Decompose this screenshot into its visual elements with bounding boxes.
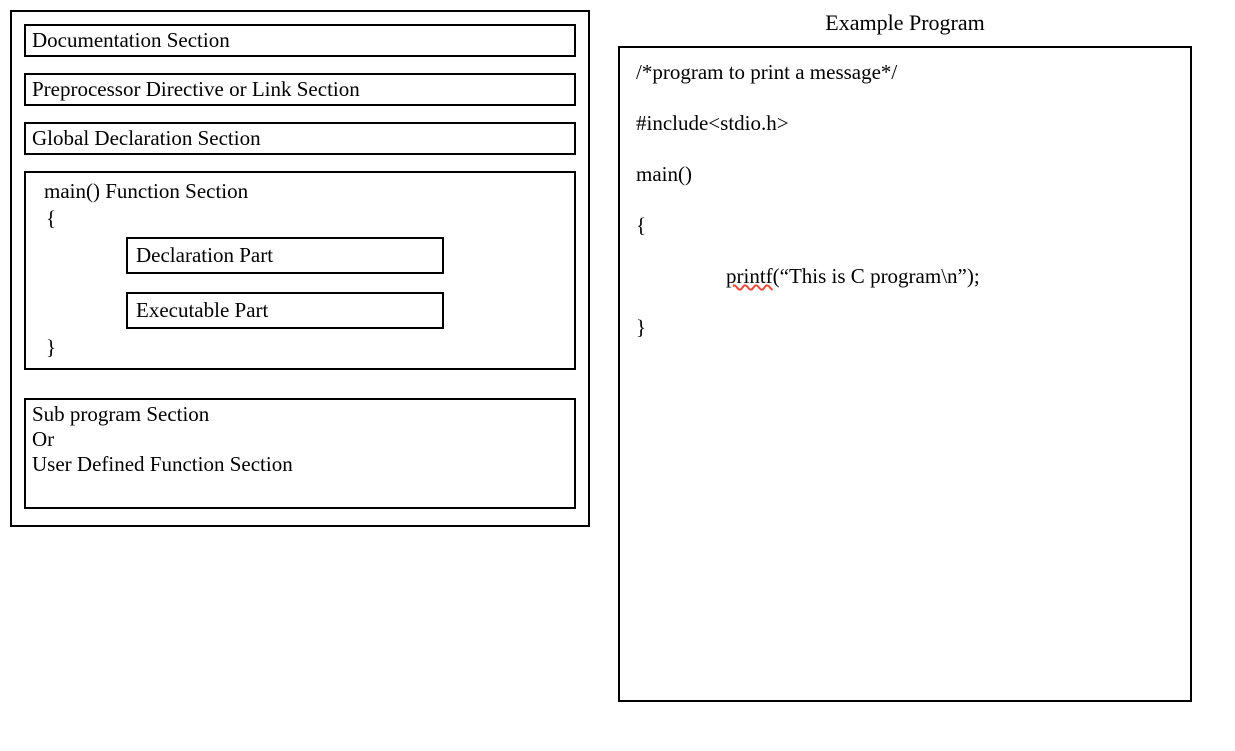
subprogram-section-box: Sub program Section Or User Defined Func… [24, 398, 576, 509]
main-function-box: main() Function Section { Declaration Pa… [24, 171, 576, 370]
code-printf-line: printf(“This is C program\n”); [636, 264, 1174, 289]
code-printf-fn: printf [726, 264, 773, 288]
diagram-container: Documentation Section Preprocessor Direc… [10, 10, 1225, 702]
example-wrap: Example Program /*program to print a mes… [618, 10, 1192, 702]
preprocessor-section-box: Preprocessor Directive or Link Section [24, 73, 576, 106]
example-panel: /*program to print a message*/ #include<… [618, 46, 1192, 702]
example-title: Example Program [618, 10, 1192, 36]
documentation-label: Documentation Section [32, 28, 230, 52]
global-section-box: Global Declaration Section [24, 122, 576, 155]
code-close-brace: } [636, 315, 1174, 340]
subprogram-line3: User Defined Function Section [32, 452, 568, 477]
preprocessor-label: Preprocessor Directive or Link Section [32, 77, 360, 101]
executable-part-label: Executable Part [136, 298, 268, 322]
declaration-part-label: Declaration Part [136, 243, 273, 267]
declaration-part-box: Declaration Part [126, 237, 444, 274]
code-printf-args: (“This is C program\n”); [773, 264, 980, 288]
structure-panel: Documentation Section Preprocessor Direc… [10, 10, 590, 527]
global-label: Global Declaration Section [32, 126, 261, 150]
subprogram-line1: Sub program Section [32, 402, 568, 427]
main-function-title: main() Function Section [36, 179, 564, 204]
open-brace: { [36, 206, 564, 231]
code-open-brace: { [636, 213, 1174, 238]
subprogram-line2: Or [32, 427, 568, 452]
close-brace: } [36, 335, 564, 360]
code-include: #include<stdio.h> [636, 111, 1174, 136]
executable-part-box: Executable Part [126, 292, 444, 329]
code-comment: /*program to print a message*/ [636, 60, 1174, 85]
documentation-section-box: Documentation Section [24, 24, 576, 57]
code-main: main() [636, 162, 1174, 187]
